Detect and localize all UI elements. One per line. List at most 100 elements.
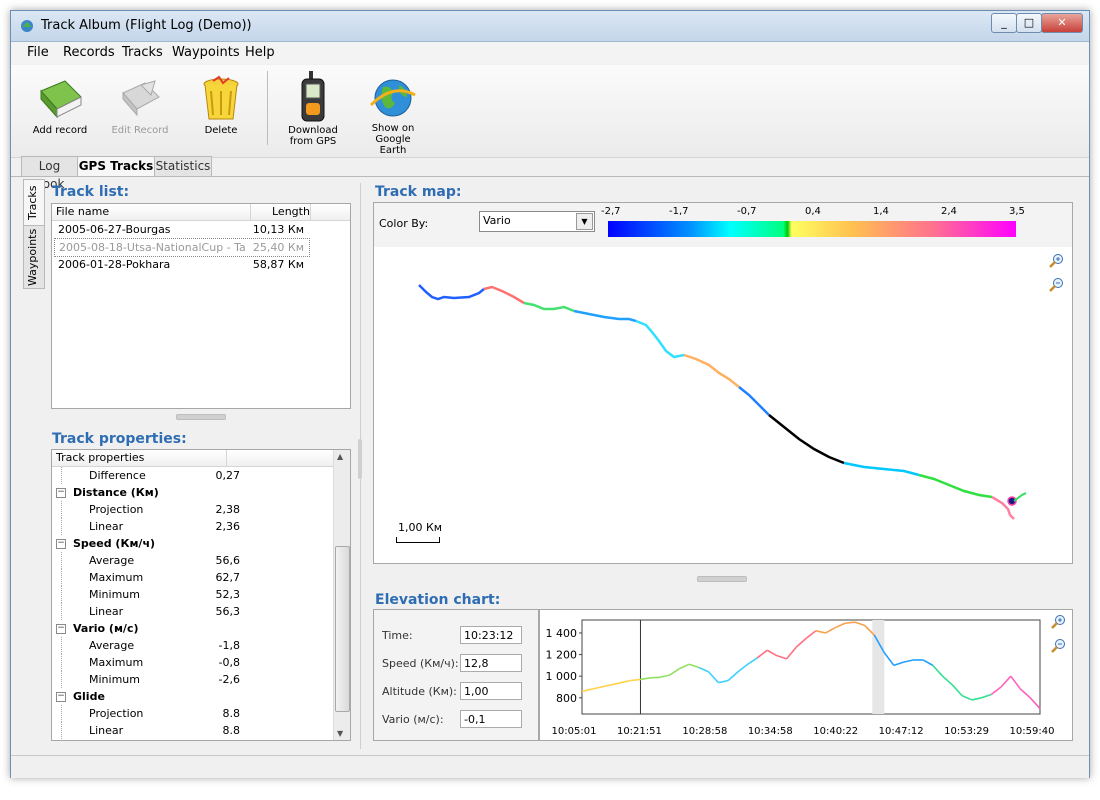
- series-segment: [942, 675, 953, 686]
- tab-log-book[interactable]: Log Book: [21, 156, 78, 191]
- vario-field[interactable]: -0,1: [460, 710, 522, 728]
- property-label: Linear: [89, 605, 124, 618]
- property-row[interactable]: Average 56,6: [52, 552, 334, 569]
- property-row[interactable]: Linear 8.8: [52, 722, 334, 739]
- property-value: -1,8: [218, 639, 240, 652]
- list-item[interactable]: 2006-01-28-Pokhara 58,87 Км: [54, 256, 310, 273]
- zoom-out-icon[interactable]: [1050, 638, 1066, 654]
- y-tick-label: 800: [556, 692, 577, 705]
- splitter-handle[interactable]: [176, 414, 226, 420]
- menu-waypoints[interactable]: Waypoints: [172, 45, 240, 60]
- property-row[interactable]: Maximum -0,8: [52, 654, 334, 671]
- column-file-name[interactable]: File name: [56, 205, 110, 218]
- property-row[interactable]: Minimum -2,6: [52, 671, 334, 688]
- property-value: 62,7: [215, 571, 241, 584]
- zoom-in-icon[interactable]: [1050, 614, 1066, 630]
- property-row[interactable]: Linear 56,3: [52, 603, 334, 620]
- toolbar-separator: [267, 71, 268, 145]
- elevation-chart[interactable]: 800 1 000 1 200 1 400 10:05:01 10:21:51 10:28:…: [540, 610, 1072, 740]
- download-gps-button[interactable]: Download from GPS: [281, 71, 345, 147]
- property-row[interactable]: Projection 8.8: [52, 705, 334, 722]
- google-earth-button[interactable]: Show on Google Earth: [361, 75, 425, 156]
- series-segment: [581, 688, 592, 693]
- time-field[interactable]: 10:23:12: [460, 626, 522, 644]
- collapse-icon[interactable]: −: [56, 487, 66, 498]
- x-tick-label: 10:21:51: [617, 726, 662, 737]
- series-segment: [591, 686, 602, 690]
- zoom-in-icon[interactable]: [1048, 253, 1064, 269]
- color-scale-tick: 3,5: [1009, 206, 1025, 217]
- chevron-down-icon[interactable]: ▼: [576, 213, 593, 230]
- track-length: 25,40 Км: [252, 241, 304, 254]
- delete-button[interactable]: Delete: [193, 75, 249, 136]
- scroll-thumb[interactable]: [335, 546, 350, 712]
- maximize-button[interactable]: □: [1016, 13, 1042, 33]
- property-label: Projection: [89, 503, 144, 516]
- status-bar: [11, 755, 1089, 778]
- edit-record-label: Edit Record: [111, 125, 169, 136]
- menu-file[interactable]: File: [27, 45, 49, 60]
- color-by-select[interactable]: Vario ▼: [479, 211, 595, 232]
- track-list: File name Length 2005-06-27-Bourgas 10,1…: [51, 203, 351, 409]
- add-record-button[interactable]: Add record: [29, 75, 91, 136]
- series-segment: [932, 664, 944, 677]
- property-group[interactable]: − Vario (м/с): [52, 620, 334, 637]
- series-segment: [883, 651, 895, 666]
- minimize-button[interactable]: _: [991, 13, 1017, 33]
- altitude-field[interactable]: 1,00: [460, 682, 522, 700]
- scroll-down-arrow[interactable]: ▼: [337, 729, 344, 738]
- scroll-up-arrow[interactable]: ▲: [337, 452, 344, 461]
- properties-scrollbar[interactable]: ▲ ▼: [333, 450, 350, 740]
- property-row[interactable]: Average -1,8: [52, 637, 334, 654]
- series-segment: [640, 677, 651, 681]
- speed-field[interactable]: 12,8: [460, 654, 522, 672]
- series-segment: [727, 671, 739, 682]
- color-scale-tick: 1,4: [873, 206, 889, 217]
- property-value: 2,38: [215, 503, 241, 516]
- series-segment: [1029, 697, 1041, 710]
- collapse-icon[interactable]: −: [56, 691, 66, 702]
- property-row[interactable]: Projection 2,38: [52, 501, 334, 518]
- map-scale-label: 1,00 Км: [398, 521, 443, 534]
- menu-records[interactable]: Records: [63, 45, 115, 60]
- menu-tracks[interactable]: Tracks: [122, 45, 163, 60]
- color-scale-tick: 2,4: [941, 206, 957, 217]
- property-row[interactable]: Difference 0,27: [52, 467, 334, 484]
- tab-statistics[interactable]: Statistics: [154, 156, 212, 176]
- vertical-splitter-grip[interactable]: [358, 439, 362, 479]
- title-bar[interactable]: Track Album (Flight Log (Demo)) _ □ ✕: [11, 11, 1089, 42]
- elevation-chart-title: Elevation chart:: [375, 592, 501, 608]
- series-segment: [990, 686, 1002, 696]
- property-row[interactable]: Linear 2,36: [52, 518, 334, 535]
- menu-help[interactable]: Help: [245, 45, 275, 60]
- track-list-header: File name Length: [52, 204, 350, 221]
- tab-gps-tracks[interactable]: GPS Tracks: [77, 156, 155, 177]
- series-segment: [961, 694, 973, 701]
- zoom-out-icon[interactable]: [1048, 277, 1064, 293]
- color-scale-tick: -0,7: [737, 206, 757, 217]
- property-group[interactable]: − Speed (Км/ч): [52, 535, 334, 552]
- series-segment: [854, 621, 865, 627]
- altitude-label: Altitude (Км):: [382, 685, 457, 698]
- list-item-selected[interactable]: 2005-08-18-Utsa-NationalCup - Task 1 25,…: [54, 238, 310, 257]
- properties-header-label: Track properties: [56, 451, 145, 464]
- list-item[interactable]: 2005-06-27-Bourgas 10,13 Км: [54, 221, 310, 238]
- speed-label: Speed (Км/ч):: [382, 657, 459, 670]
- edit-record-button[interactable]: Edit Record: [109, 75, 171, 136]
- collapse-icon[interactable]: −: [56, 538, 66, 549]
- close-button[interactable]: ✕: [1041, 13, 1083, 33]
- column-length[interactable]: Length: [272, 205, 310, 218]
- side-tab-waypoints[interactable]: Waypoints: [23, 225, 45, 289]
- x-tick-label: 10:40:22: [813, 726, 858, 737]
- property-group[interactable]: − Distance (Км): [52, 484, 334, 501]
- property-row[interactable]: Minimum 52,3: [52, 586, 334, 603]
- collapse-icon[interactable]: −: [56, 623, 66, 634]
- tree-line: [61, 501, 63, 518]
- series-segment: [630, 678, 641, 682]
- property-row[interactable]: Maximum 62,7: [52, 569, 334, 586]
- splitter-handle[interactable]: [697, 576, 747, 582]
- map-canvas[interactable]: 1,00 Км: [374, 247, 1072, 563]
- series-segment: [669, 667, 680, 676]
- side-tab-tracks[interactable]: Tracks: [23, 179, 45, 227]
- property-group[interactable]: − Glide: [52, 688, 334, 705]
